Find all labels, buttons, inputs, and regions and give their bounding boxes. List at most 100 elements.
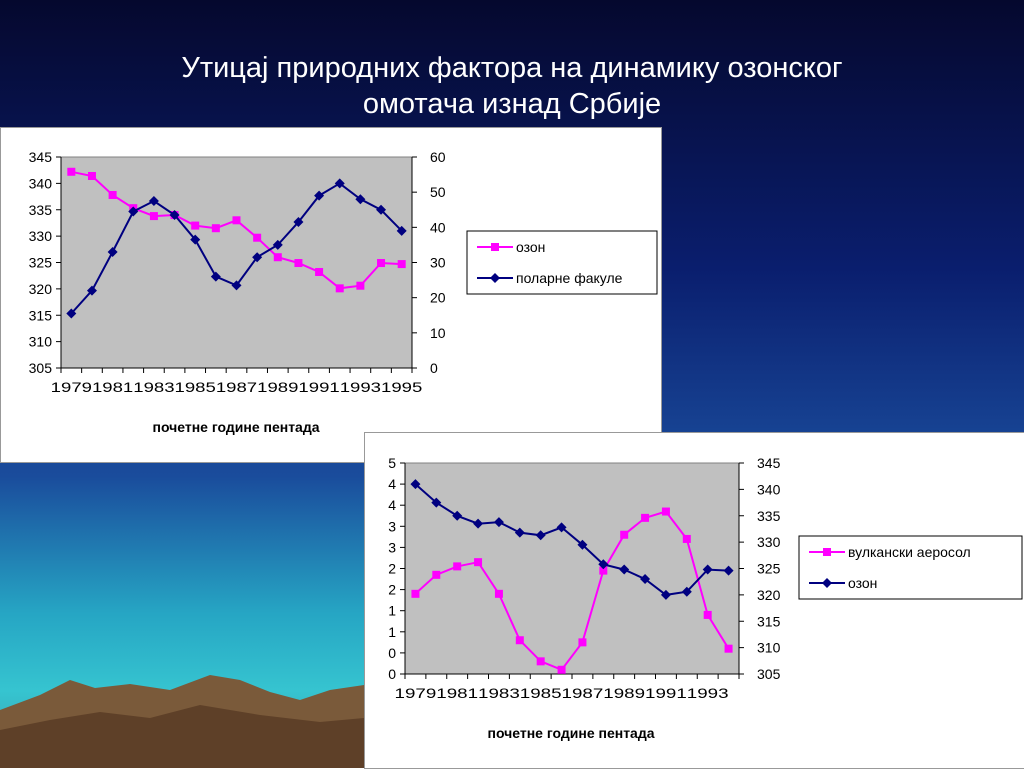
y-right-tick-label: 310 (757, 640, 781, 656)
y-right-tick-label: 340 (757, 481, 781, 497)
data-point (723, 565, 734, 576)
data-point (410, 479, 421, 490)
volcanic-aerosol-ozone-chart: 5 4 4 3 3 2 2 1 1 0 0 345 340 335 330 325 320 315 310 305 19… (364, 432, 1024, 769)
legend-marker (491, 243, 499, 251)
y-left-tick-label: 335 (29, 202, 53, 218)
data-point (191, 221, 200, 230)
data-point (557, 665, 566, 674)
y-left-tick-label: 4 (388, 497, 396, 513)
legend-label: поларне факуле (516, 270, 623, 286)
y-right-tick-label: 0 (430, 360, 438, 376)
legend-box (466, 230, 658, 295)
ozone-polar-faculae-chart: 345 340 335 330 325 320 315 310 305 60 50 40 30 20 10 0… (0, 127, 662, 463)
y-left-tick-label: 305 (29, 360, 53, 376)
legend-marker (823, 548, 831, 556)
legend-box (798, 535, 1023, 600)
y-left-tick-label: 340 (29, 175, 53, 191)
data-point (294, 259, 303, 268)
data-point (724, 644, 733, 653)
data-point (334, 178, 345, 189)
y-right-tick-label: 325 (757, 561, 781, 577)
data-point (452, 510, 463, 521)
data-point (514, 527, 525, 538)
x-tick-label: 1989 (257, 379, 299, 395)
y-left-tick-label: 3 (388, 539, 396, 555)
data-point (252, 252, 263, 263)
x-tick-label: 1987 (562, 685, 604, 701)
plot-area (60, 156, 413, 369)
x-tick-label: 1995 (381, 379, 423, 395)
data-point (515, 636, 524, 645)
data-point (149, 212, 158, 221)
x-tick-label: 1979 (51, 379, 93, 395)
data-point (128, 206, 139, 217)
x-tick-label: 1993 (687, 685, 729, 701)
data-point (494, 589, 503, 598)
data-point (397, 260, 406, 269)
series-line-0 (414, 510, 730, 672)
data-point (535, 530, 546, 541)
data-point (660, 589, 671, 600)
x-tick-label: 1981 (436, 685, 478, 701)
legend-label: вулкански аеросол (848, 544, 971, 560)
x-tick-label: 1993 (340, 379, 382, 395)
data-point (107, 246, 118, 257)
data-point (473, 518, 484, 529)
x-tick-label: 1985 (175, 379, 217, 395)
data-point (599, 566, 608, 575)
slide-title-line2: омотача изнад Србије (362, 88, 662, 120)
data-point (640, 574, 651, 585)
y-right-tick-label: 50 (430, 184, 446, 200)
y-left-tick-label: 2 (388, 561, 396, 577)
y-left-tick-label: 325 (29, 255, 53, 271)
x-tick-label: 1989 (603, 685, 645, 701)
data-point (314, 190, 325, 201)
data-point (211, 224, 220, 233)
y-left-tick-label: 315 (29, 307, 53, 323)
data-point (293, 217, 304, 228)
y-left-tick-label: 5 (388, 455, 396, 471)
data-point (232, 216, 241, 225)
legend-marker (490, 273, 500, 283)
x-axis-title: почетне године пентада (487, 725, 654, 741)
x-tick-label: 1991 (645, 685, 687, 701)
y-right-tick-label: 40 (430, 219, 446, 235)
legend-label: озон (848, 575, 877, 591)
data-point (272, 239, 283, 250)
y-right-tick-label: 60 (430, 149, 446, 165)
y-left-tick-label: 1 (388, 624, 396, 640)
x-tick-label: 1987 (216, 379, 258, 395)
legend-marker (822, 578, 832, 588)
y-right-tick-label: 335 (757, 508, 781, 524)
data-point (231, 280, 242, 291)
data-point (702, 564, 713, 575)
data-point (396, 225, 407, 236)
y-right-tick-label: 305 (757, 666, 781, 682)
data-point (661, 507, 670, 516)
y-left-tick-label: 1 (388, 603, 396, 619)
data-point (315, 267, 324, 276)
x-tick-label: 1983 (133, 379, 175, 395)
data-point (432, 570, 441, 579)
y-left-tick-label: 0 (388, 645, 396, 661)
data-point (577, 539, 588, 550)
x-tick-label: 1983 (478, 685, 520, 701)
x-tick-label: 1991 (298, 379, 340, 395)
y-left-tick-label: 2 (388, 582, 396, 598)
data-point (536, 657, 545, 666)
slide-title: Утицај природних фактора на динамику озо… (0, 50, 1024, 122)
y-right-tick-label: 345 (757, 455, 781, 471)
data-point (493, 517, 504, 528)
data-point (190, 234, 201, 245)
legend-label: озон (516, 239, 545, 255)
data-point (578, 638, 587, 647)
chart2-svg: 5 4 4 3 3 2 2 1 1 0 0 345 340 335 330 325 320 315 310 305 19… (388, 455, 1023, 741)
data-point (411, 589, 420, 598)
data-point (356, 281, 365, 290)
data-point (556, 522, 567, 533)
data-point (273, 253, 282, 262)
x-tick-label: 1981 (92, 379, 134, 395)
data-point (620, 530, 629, 539)
data-point (355, 194, 366, 205)
data-point (641, 513, 650, 522)
